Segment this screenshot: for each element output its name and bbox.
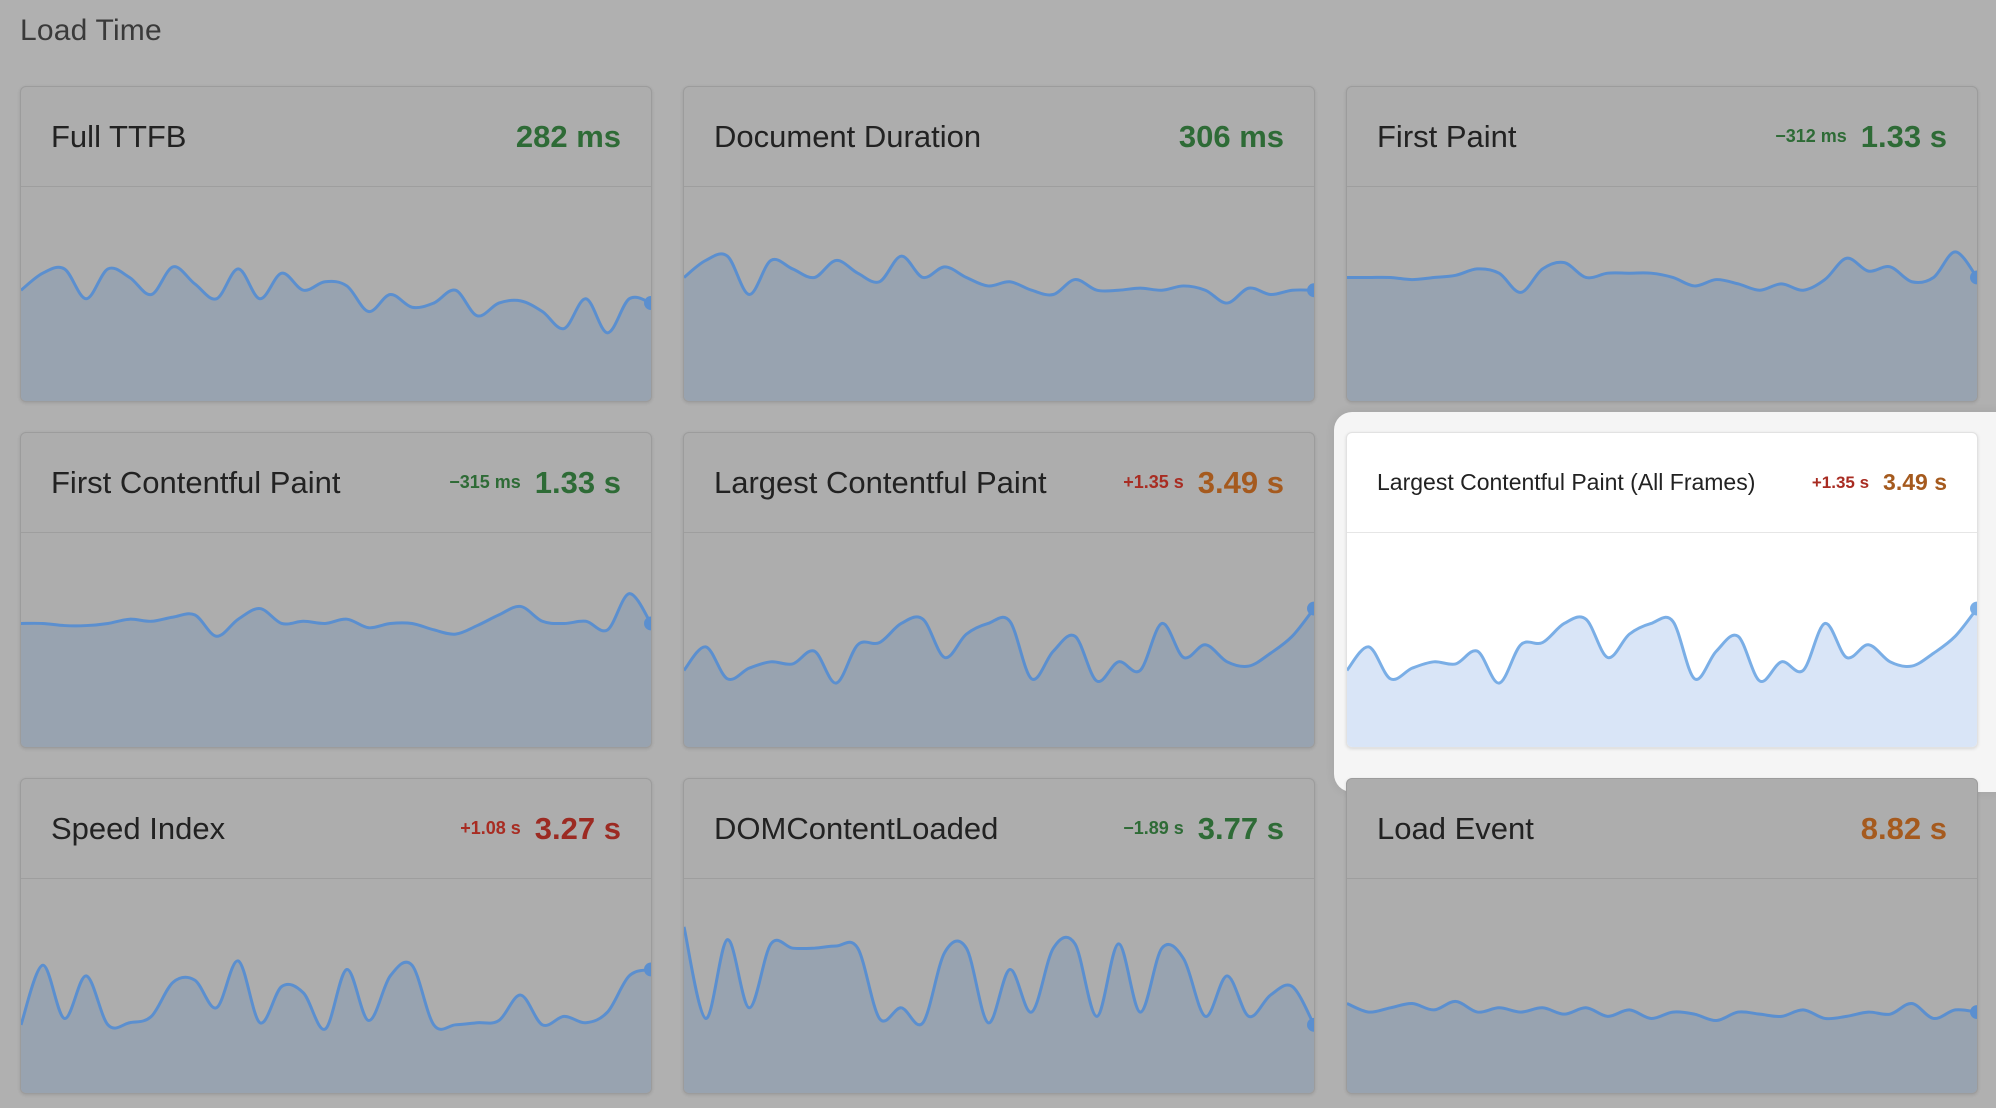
sparkline-last-point [644, 962, 651, 977]
metric-card-document-duration[interactable]: Document Duration 306 ms [683, 86, 1315, 402]
sparkline-chart [21, 880, 651, 1093]
sparkline-line [21, 592, 651, 638]
card-metrics: −312 ms 1.33 s [1775, 119, 1947, 155]
section-title: Load Time [20, 14, 162, 47]
sparkline-last-point [1970, 1005, 1977, 1020]
card-metrics: +1.08 s 3.27 s [460, 811, 621, 847]
sparkline-svg [1347, 601, 1977, 747]
card-header: Largest Contentful Paint +1.35 s 3.49 s [684, 433, 1314, 533]
sparkline-line [1347, 250, 1977, 294]
card-metrics: +1.35 s 3.49 s [1123, 465, 1284, 501]
metric-value: 1.33 s [1860, 118, 1947, 154]
sparkline-area [21, 960, 651, 1093]
delta-value: −315 ms [449, 472, 521, 492]
sparkline-area [1347, 1001, 1977, 1093]
card-metrics: 282 ms [516, 119, 621, 155]
delta-value: +1.35 s [1123, 472, 1184, 492]
sparkline-last-point [1970, 601, 1977, 616]
metric-card-first-contentful-paint[interactable]: First Contentful Paint −315 ms 1.33 s [20, 432, 652, 748]
card-title: First Contentful Paint [51, 464, 341, 500]
metric-value: 282 ms [515, 118, 621, 154]
sparkline-last-point [644, 616, 651, 631]
sparkline-line [684, 252, 1314, 305]
sparkline-area [684, 608, 1314, 747]
sparkline-svg [684, 926, 1314, 1093]
card-metrics: +1.35 s 3.49 s [1812, 469, 1947, 496]
sparkline-svg [684, 252, 1314, 401]
card-header: First Paint −312 ms 1.33 s [1347, 87, 1977, 187]
metric-value: 306 ms [1178, 118, 1284, 154]
card-header: First Contentful Paint −315 ms 1.33 s [21, 433, 651, 533]
sparkline-area [21, 593, 651, 747]
sparkline-line [1347, 607, 1977, 685]
sparkline-chart [684, 188, 1314, 401]
sparkline-svg [21, 959, 651, 1093]
metric-value: 3.27 s [534, 810, 621, 846]
metric-card-domcontentloaded[interactable]: DOMContentLoaded −1.89 s 3.77 s [683, 778, 1315, 1094]
metric-card-full-ttfb[interactable]: Full TTFB 282 ms [20, 86, 652, 402]
sparkline-area [1347, 251, 1977, 401]
sparkline-last-point [1970, 270, 1977, 285]
card-header: DOMContentLoaded −1.89 s 3.77 s [684, 779, 1314, 879]
sparkline-last-point [1307, 1017, 1314, 1032]
delta-value: −312 ms [1775, 126, 1847, 146]
metric-grid: Full TTFB 282 ms Document Duration 306 ms … [20, 86, 1978, 1094]
card-header: Speed Index +1.08 s 3.27 s [21, 779, 651, 879]
sparkline-svg [21, 265, 651, 401]
metric-card-speed-index[interactable]: Speed Index +1.08 s 3.27 s [20, 778, 652, 1094]
sparkline-last-point [1307, 601, 1314, 616]
sparkline-line [684, 926, 1314, 1027]
sparkline-svg [21, 592, 651, 747]
card-title: Document Duration [714, 118, 982, 154]
card-title: Largest Contentful Paint [714, 464, 1047, 500]
delta-value: +1.35 s [1811, 472, 1870, 492]
metric-value: 3.77 s [1197, 810, 1284, 846]
card-title: Speed Index [51, 810, 226, 846]
metric-value: 1.33 s [534, 464, 621, 500]
card-metrics: 306 ms [1179, 119, 1284, 155]
sparkline-line [21, 265, 651, 335]
card-header: Largest Contentful Paint (All Frames) +1.… [1347, 433, 1977, 533]
metric-card-first-paint[interactable]: First Paint −312 ms 1.33 s [1346, 86, 1978, 402]
sparkline-chart [684, 880, 1314, 1093]
sparkline-line [684, 607, 1314, 685]
card-header: Full TTFB 282 ms [21, 87, 651, 187]
sparkline-line [1347, 999, 1977, 1023]
sparkline-chart [21, 188, 651, 401]
sparkline-last-point [1307, 283, 1314, 298]
sparkline-svg [1347, 999, 1977, 1093]
metric-value: 3.49 s [1883, 469, 1947, 495]
sparkline-svg [684, 601, 1314, 747]
sparkline-area [684, 253, 1314, 401]
sparkline-area [1347, 608, 1977, 747]
delta-value: +1.08 s [460, 818, 521, 838]
sparkline-chart [1347, 880, 1977, 1093]
sparkline-line [21, 959, 651, 1031]
metric-card-largest-contentful-paint[interactable]: Largest Contentful Paint +1.35 s 3.49 s [683, 432, 1315, 748]
sparkline-chart [1347, 534, 1977, 747]
sparkline-chart [684, 534, 1314, 747]
sparkline-last-point [644, 296, 651, 310]
sparkline-chart [1347, 188, 1977, 401]
metric-value: 8.82 s [1860, 810, 1947, 846]
card-title: Load Event [1377, 810, 1534, 846]
delta-value: −1.89 s [1123, 818, 1184, 838]
metric-card-lcp-all-frames[interactable]: Largest Contentful Paint (All Frames) +1.… [1346, 432, 1978, 748]
card-header: Load Event 8.82 s [1347, 779, 1977, 879]
sparkline-area [21, 266, 651, 401]
sparkline-area [684, 926, 1314, 1093]
card-title: DOMContentLoaded [714, 810, 999, 846]
card-title: First Paint [1377, 118, 1517, 154]
sparkline-chart [21, 534, 651, 747]
card-metrics: −1.89 s 3.77 s [1123, 811, 1284, 847]
card-metrics: −315 ms 1.33 s [449, 465, 621, 501]
card-title: Largest Contentful Paint (All Frames) [1377, 469, 1756, 495]
card-title: Full TTFB [51, 118, 187, 154]
metric-card-load-event[interactable]: Load Event 8.82 s [1346, 778, 1978, 1094]
sparkline-svg [1347, 250, 1977, 401]
metric-value: 3.49 s [1197, 464, 1284, 500]
card-metrics: 8.82 s [1861, 811, 1947, 847]
card-header: Document Duration 306 ms [684, 87, 1314, 187]
